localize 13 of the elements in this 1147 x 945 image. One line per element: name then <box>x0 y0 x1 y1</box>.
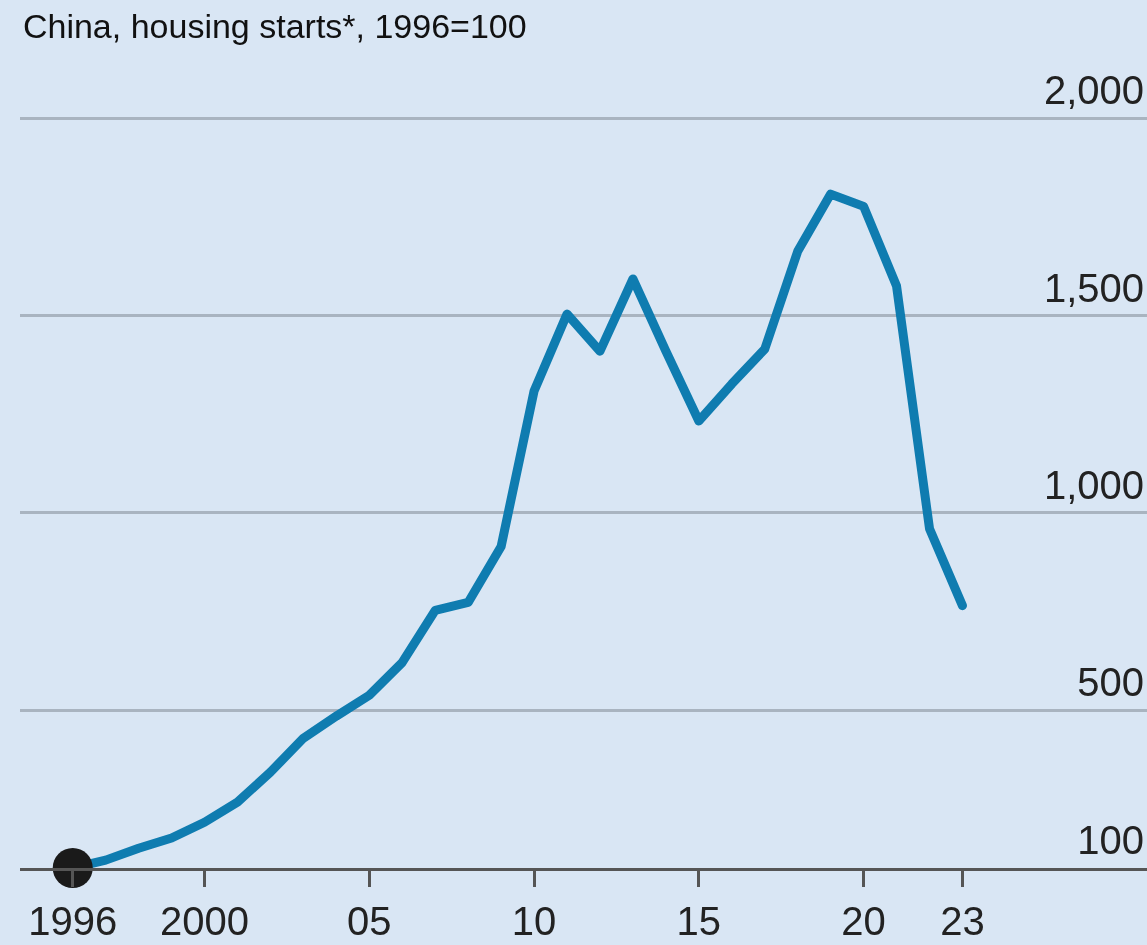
y-tick-label: 1,000 <box>1043 462 1144 507</box>
x-tick-label: 2000 <box>160 899 250 943</box>
x-tick-label: 1996 <box>28 899 118 943</box>
x-tick-label: 20 <box>841 899 886 943</box>
x-tick-label: 05 <box>347 899 392 943</box>
y-tick-label: 100 <box>1077 818 1144 862</box>
x-tick-label: 10 <box>511 899 557 943</box>
chart-title: China, housing starts*, 1996=100 <box>22 6 527 45</box>
y-tick-label: 500 <box>1077 660 1144 705</box>
x-tick-label: 15 <box>676 899 722 943</box>
y-tick-label: 2,000 <box>1043 68 1144 113</box>
y-tick-label: 1,500 <box>1043 265 1144 310</box>
x-tick-label: 23 <box>940 899 985 943</box>
